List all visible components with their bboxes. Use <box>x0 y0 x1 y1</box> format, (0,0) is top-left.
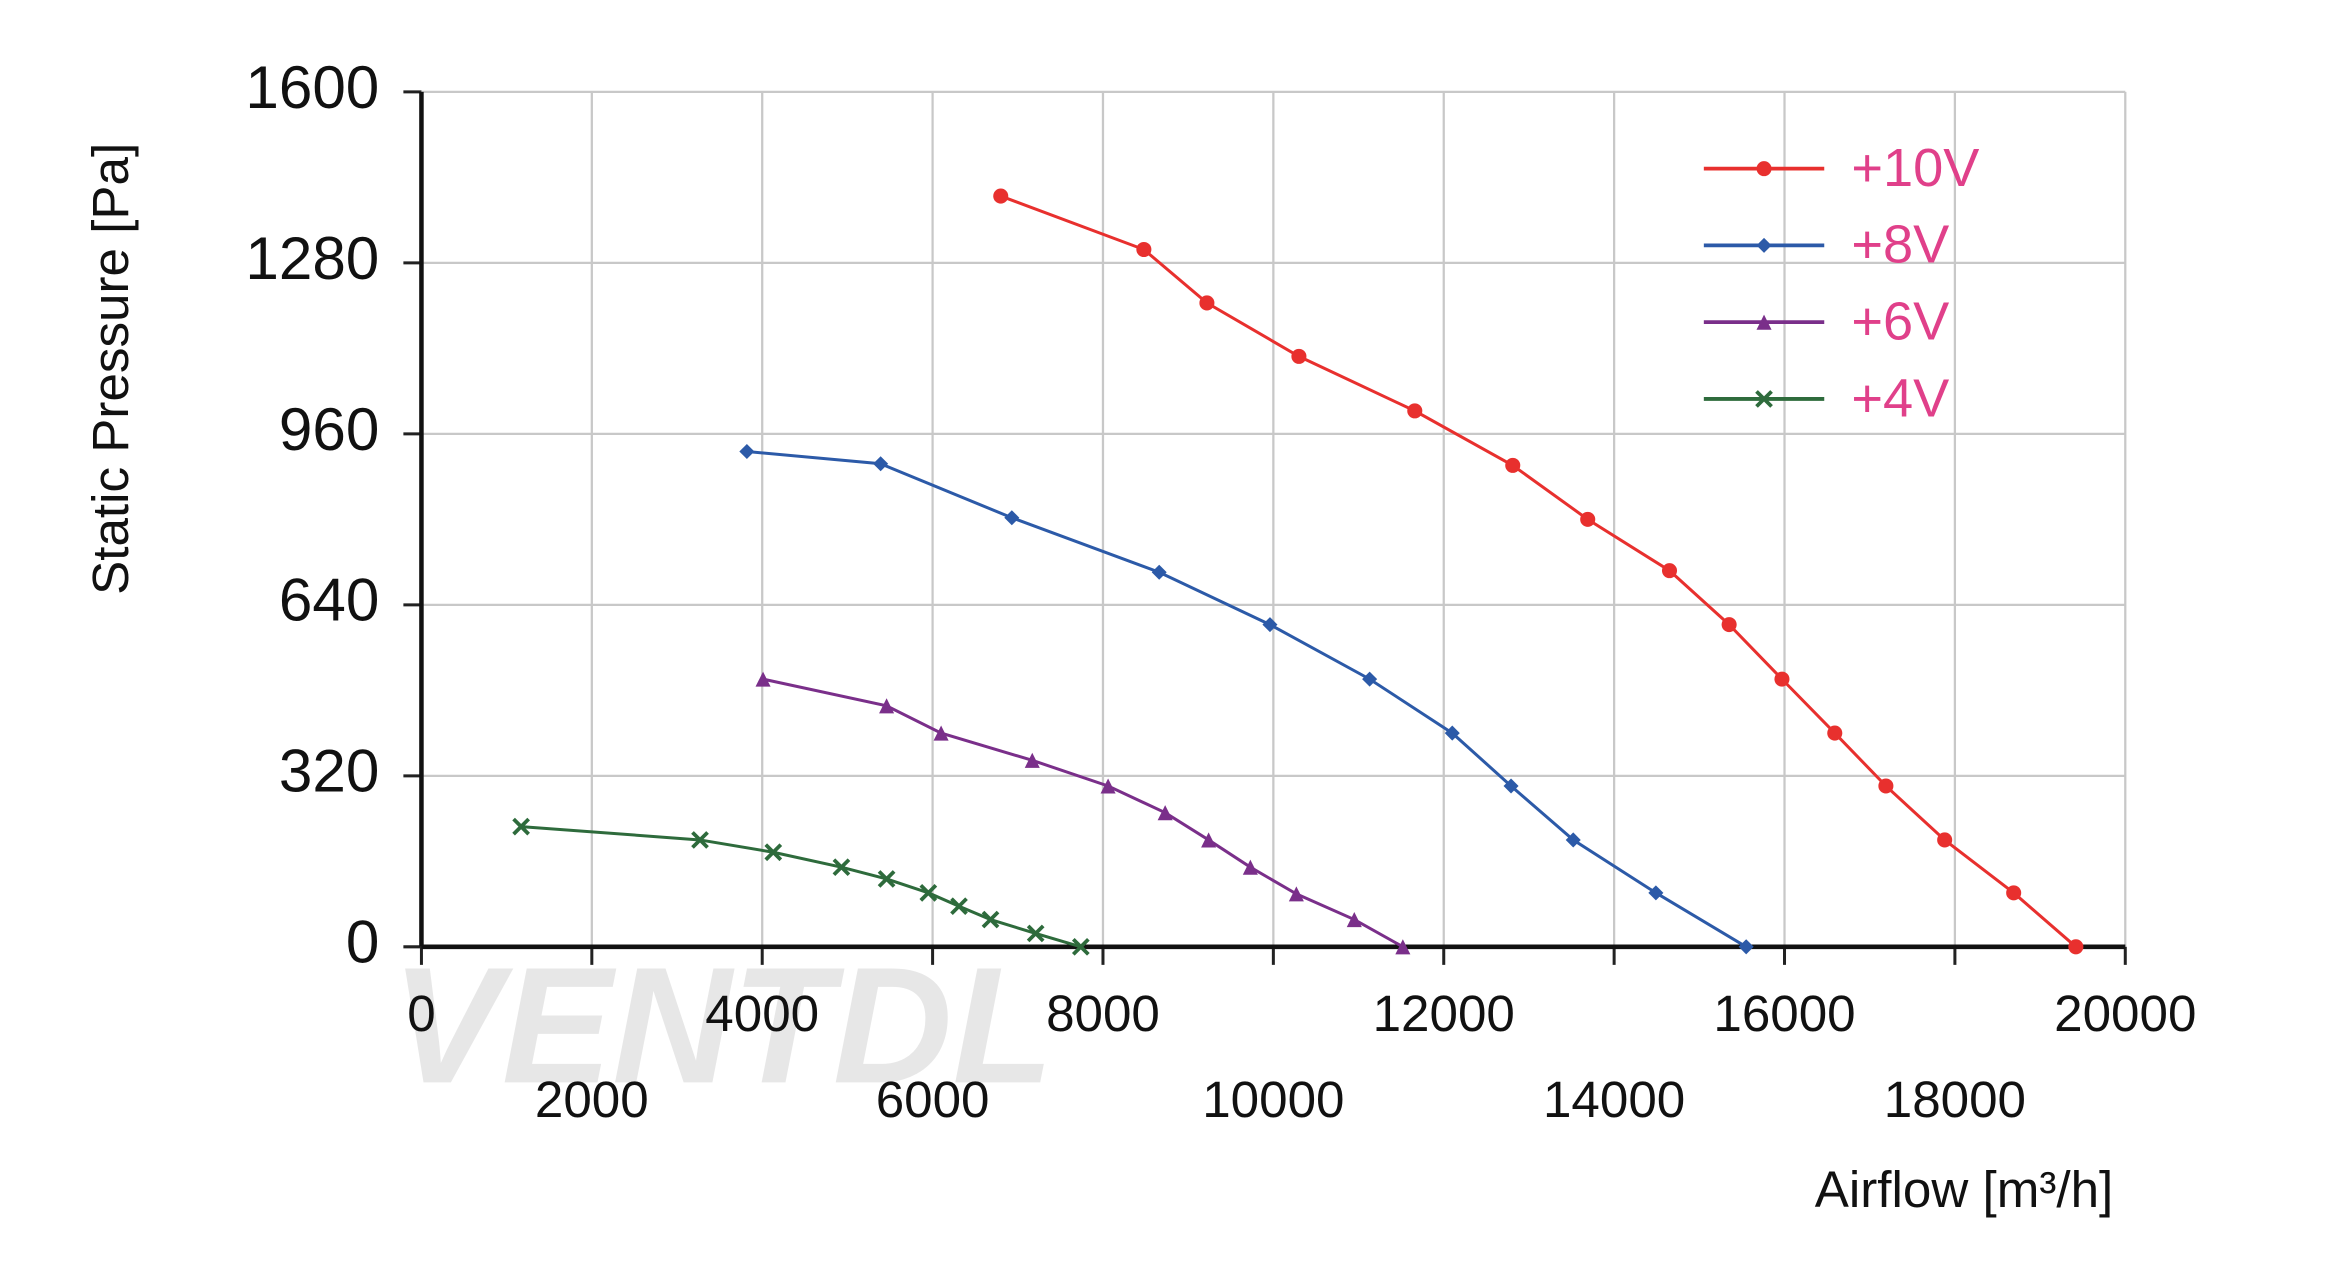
data-point <box>1503 778 1519 794</box>
data-point <box>1157 805 1173 821</box>
data-point <box>950 897 968 916</box>
watermark: VENTDL <box>391 933 1053 1118</box>
data-point <box>1362 671 1378 687</box>
x-tick-label: 10000 <box>1202 1071 1344 1128</box>
data-point <box>1738 939 1754 955</box>
data-point <box>691 831 709 849</box>
y-tick-label: 1600 <box>245 54 379 121</box>
x-tick-label: 16000 <box>1713 985 1855 1042</box>
legend-label: +8V <box>1851 215 1949 275</box>
data-point <box>1100 778 1116 794</box>
legend-marker <box>1755 390 1773 408</box>
x-tick-label: 8000 <box>1046 985 1160 1042</box>
data-point <box>1774 671 1790 687</box>
y-tick-label: 320 <box>279 738 379 805</box>
legend-marker <box>1756 237 1772 253</box>
data-point <box>919 883 938 902</box>
legend-marker <box>1756 161 1772 177</box>
y-tick-label: 0 <box>346 909 379 976</box>
data-point <box>1151 564 1167 580</box>
data-point <box>1565 832 1581 848</box>
data-point <box>1291 348 1307 364</box>
legend-label: +10V <box>1851 138 1979 198</box>
data-point <box>832 858 851 877</box>
data-point <box>933 725 949 741</box>
data-point <box>1201 832 1217 848</box>
data-point <box>739 443 755 460</box>
legend-label: +4V <box>1851 368 1949 428</box>
data-point <box>1721 617 1737 633</box>
data-point <box>1648 885 1664 901</box>
data-point <box>1136 241 1152 258</box>
series-line <box>762 677 1404 949</box>
data-point <box>755 671 771 687</box>
data-point <box>512 817 530 836</box>
x-tick-label: 20000 <box>2054 985 2196 1042</box>
y-tick-label: 960 <box>279 396 379 463</box>
data-point <box>764 843 783 862</box>
data-point <box>1024 752 1040 768</box>
data-point <box>879 698 895 714</box>
data-point <box>1242 859 1258 875</box>
data-point <box>1580 511 1596 527</box>
data-point <box>877 870 896 888</box>
x-tick-label: 18000 <box>1884 1071 2026 1128</box>
data-point <box>1407 403 1423 419</box>
data-point <box>1444 725 1460 741</box>
x-tick-label: 2000 <box>535 1071 649 1128</box>
data-point <box>1004 510 1020 526</box>
data-point <box>1395 939 1411 955</box>
x-axis-label: Airflow [m³/h] <box>1815 1161 2113 1218</box>
x-tick-label: 12000 <box>1373 985 1515 1042</box>
data-point <box>1505 457 1521 473</box>
data-point <box>1346 912 1362 928</box>
data-point <box>1288 886 1304 902</box>
x-tick-label: 4000 <box>705 985 819 1042</box>
data-point <box>1937 832 1953 848</box>
data-point <box>981 910 1000 929</box>
y-axis-label: Static Pressure [Pa] <box>82 143 139 595</box>
data-point <box>2068 939 2084 955</box>
x-tick-label: 6000 <box>876 1071 990 1128</box>
data-point <box>1026 924 1045 943</box>
data-point <box>1199 295 1215 311</box>
series-line <box>521 825 1082 949</box>
x-tick-label: 0 <box>407 985 435 1042</box>
data-point <box>1661 563 1678 579</box>
y-tick-label: 1280 <box>245 225 379 292</box>
data-point <box>993 188 1009 204</box>
legend-label: +6V <box>1851 291 1949 351</box>
data-point <box>1071 937 1090 956</box>
y-tick-label: 640 <box>279 567 379 634</box>
legend-marker <box>1756 314 1772 330</box>
x-tick-label: 14000 <box>1543 1071 1685 1128</box>
data-point <box>873 456 889 472</box>
data-point <box>1827 725 1843 741</box>
data-point <box>1878 778 1894 794</box>
data-point <box>2006 885 2022 901</box>
data-point <box>1262 617 1278 633</box>
